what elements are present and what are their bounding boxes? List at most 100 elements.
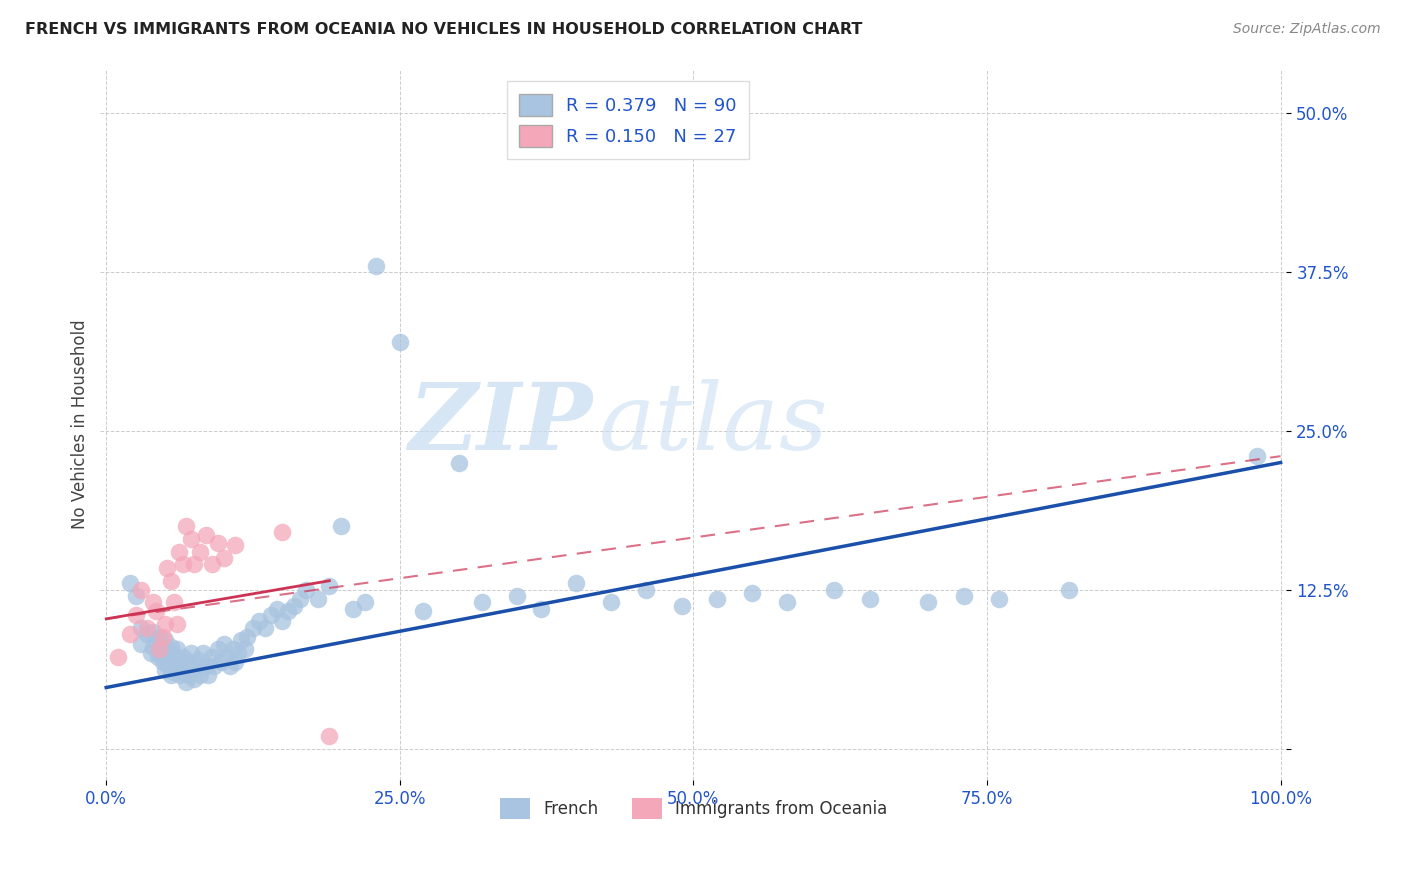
Point [207, 535, 229, 549]
Point [366, 259, 388, 273]
Point [1057, 582, 1080, 597]
Point [152, 655, 174, 669]
Point [166, 642, 188, 657]
Point [318, 579, 340, 593]
Point [153, 633, 176, 648]
Point [987, 591, 1010, 606]
Point [146, 650, 169, 665]
Point [288, 591, 311, 606]
Point [222, 642, 245, 657]
Point [139, 646, 162, 660]
Point [124, 589, 146, 603]
Point [195, 528, 218, 542]
Point [172, 665, 194, 680]
Point [295, 582, 318, 597]
Point [142, 595, 165, 609]
Point [242, 621, 264, 635]
Point [183, 558, 205, 572]
Legend: French, Immigrants from Oceania: French, Immigrants from Oceania [494, 792, 894, 825]
Point [153, 617, 176, 632]
Point [174, 675, 197, 690]
Point [506, 589, 529, 603]
Point [231, 633, 253, 648]
Point [131, 621, 153, 635]
Point [136, 621, 159, 635]
Point [174, 519, 197, 533]
Point [177, 655, 200, 669]
Point [131, 582, 153, 597]
Point [202, 659, 225, 673]
Point [180, 532, 202, 546]
Point [172, 650, 194, 665]
Point [153, 663, 176, 677]
Point [671, 599, 693, 614]
Point [159, 574, 181, 588]
Point [741, 586, 763, 600]
Point [148, 642, 170, 657]
Point [247, 615, 270, 629]
Text: FRENCH VS IMMIGRANTS FROM OCEANIA NO VEHICLES IN HOUSEHOLD CORRELATION CHART: FRENCH VS IMMIGRANTS FROM OCEANIA NO VEH… [25, 22, 863, 37]
Point [212, 637, 235, 651]
Point [412, 604, 434, 618]
Point [1246, 449, 1268, 463]
Point [159, 655, 181, 669]
Point [148, 646, 170, 660]
Point [283, 599, 305, 614]
Point [153, 650, 176, 665]
Point [858, 591, 880, 606]
Point [636, 582, 658, 597]
Point [600, 595, 623, 609]
Point [224, 538, 246, 552]
Point [236, 630, 259, 644]
Text: Source: ZipAtlas.com: Source: ZipAtlas.com [1233, 22, 1381, 37]
Point [388, 334, 411, 349]
Point [167, 652, 190, 666]
Point [195, 659, 218, 673]
Point [952, 589, 974, 603]
Point [530, 601, 553, 615]
Point [152, 630, 174, 644]
Point [259, 608, 281, 623]
Point [706, 591, 728, 606]
Point [565, 576, 588, 591]
Point [118, 627, 141, 641]
Point [226, 646, 249, 660]
Point [342, 601, 364, 615]
Point [253, 621, 276, 635]
Point [159, 668, 181, 682]
Point [162, 648, 184, 662]
Point [447, 456, 470, 470]
Point [330, 519, 353, 533]
Point [107, 650, 129, 665]
Text: atlas: atlas [599, 379, 828, 469]
Point [142, 640, 165, 654]
Point [145, 604, 167, 618]
Point [823, 582, 845, 597]
Point [266, 601, 288, 615]
Point [197, 668, 219, 682]
Point [142, 624, 165, 639]
Point [156, 642, 179, 657]
Point [124, 608, 146, 623]
Text: ZIP: ZIP [408, 379, 592, 469]
Point [181, 663, 204, 677]
Point [277, 604, 299, 618]
Point [209, 655, 232, 669]
Point [166, 659, 188, 673]
Point [188, 544, 211, 558]
Point [271, 525, 294, 540]
Point [145, 633, 167, 648]
Point [271, 615, 294, 629]
Point [188, 659, 211, 673]
Point [188, 668, 211, 682]
Point [159, 640, 181, 654]
Point [224, 655, 246, 669]
Point [233, 642, 256, 657]
Point [201, 558, 224, 572]
Point [318, 729, 340, 743]
Point [169, 668, 191, 682]
Point [201, 650, 224, 665]
Point [163, 595, 186, 609]
Point [471, 595, 494, 609]
Point [118, 576, 141, 591]
